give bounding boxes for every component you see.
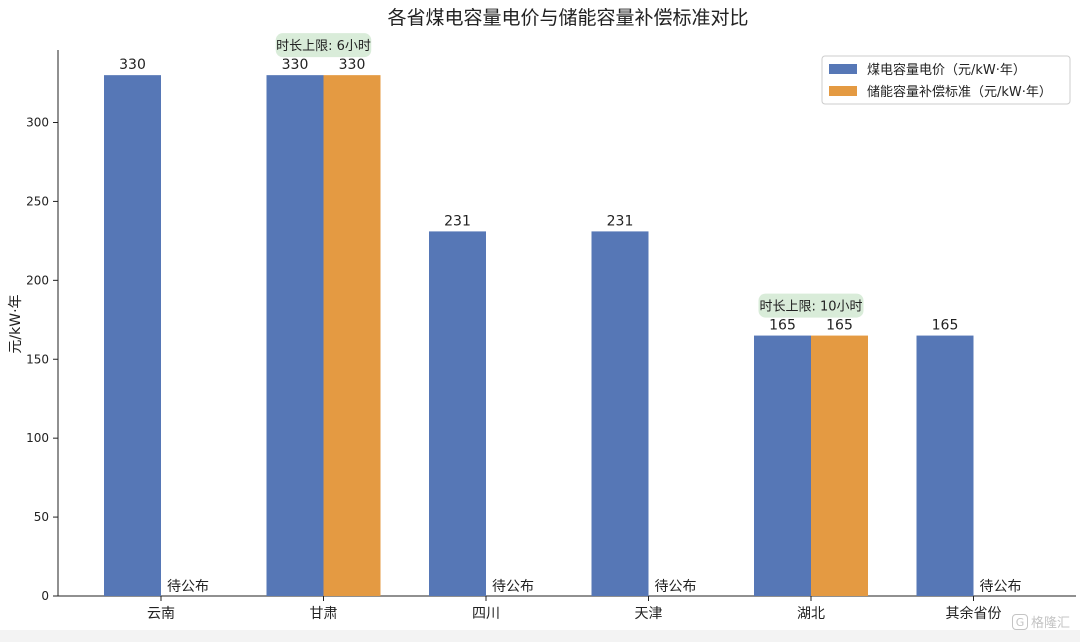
bar [104, 75, 161, 596]
y-tick-label: 0 [41, 589, 49, 603]
bar [266, 75, 324, 596]
bar [754, 335, 811, 596]
legend-swatch [829, 86, 857, 96]
watermark: G 格隆汇 [1011, 612, 1070, 631]
bar [429, 231, 486, 596]
chart-title: 各省煤电容量电价与储能容量补偿标准对比 [387, 7, 748, 29]
legend-swatch [829, 64, 857, 74]
data-label: 231 [444, 213, 471, 229]
pending-label: 待公布 [167, 579, 209, 595]
legend-label: 煤电容量电价（元/kW·年） [867, 62, 1026, 78]
data-label: 165 [932, 318, 959, 334]
y-tick-label: 250 [26, 194, 49, 208]
bottom-strip [0, 630, 1080, 642]
legend-box [821, 55, 1071, 105]
annotation-box [758, 293, 864, 318]
data-label: 330 [119, 57, 146, 73]
annotation-box [275, 33, 372, 58]
y-tick-label: 300 [26, 116, 49, 130]
legend: 煤电容量电价（元/kW·年） 储能容量补偿标准（元/kW·年） [821, 55, 1071, 105]
data-label: 330 [282, 57, 309, 73]
annotation-text: 时长上限: 10小时 [759, 300, 862, 315]
watermark-text: 格隆汇 [1030, 616, 1070, 631]
y-tick-label: 100 [26, 431, 49, 445]
y-tick-label: 150 [26, 352, 49, 366]
annotation-text: 时长上限: 6小时 [276, 39, 371, 54]
logo-icon: G [1011, 613, 1028, 630]
y-tick-label: 200 [26, 273, 49, 287]
bar [323, 75, 381, 596]
legend-label: 储能容量补偿标准（元/kW·年） [867, 84, 1052, 100]
data-label: 165 [826, 318, 853, 334]
bar [591, 231, 649, 596]
data-label: 165 [769, 318, 796, 334]
x-tick-label: 其余省份 [946, 605, 1002, 622]
y-axis-label: 元/kW·年 [8, 294, 24, 353]
bar [916, 335, 974, 596]
pending-label: 待公布 [492, 579, 534, 595]
x-tick-label: 湖北 [797, 606, 825, 622]
data-label: 231 [607, 213, 634, 229]
data-label: 330 [339, 57, 366, 73]
x-tick-label: 甘肃 [310, 606, 338, 622]
pending-label: 待公布 [980, 579, 1022, 595]
y-tick-label: 50 [34, 510, 49, 524]
x-tick-label: 天津 [635, 606, 663, 622]
x-tick-label: 云南 [147, 606, 175, 622]
bar [811, 335, 868, 596]
x-tick-label: 四川 [472, 606, 500, 622]
pending-label: 待公布 [655, 579, 697, 595]
